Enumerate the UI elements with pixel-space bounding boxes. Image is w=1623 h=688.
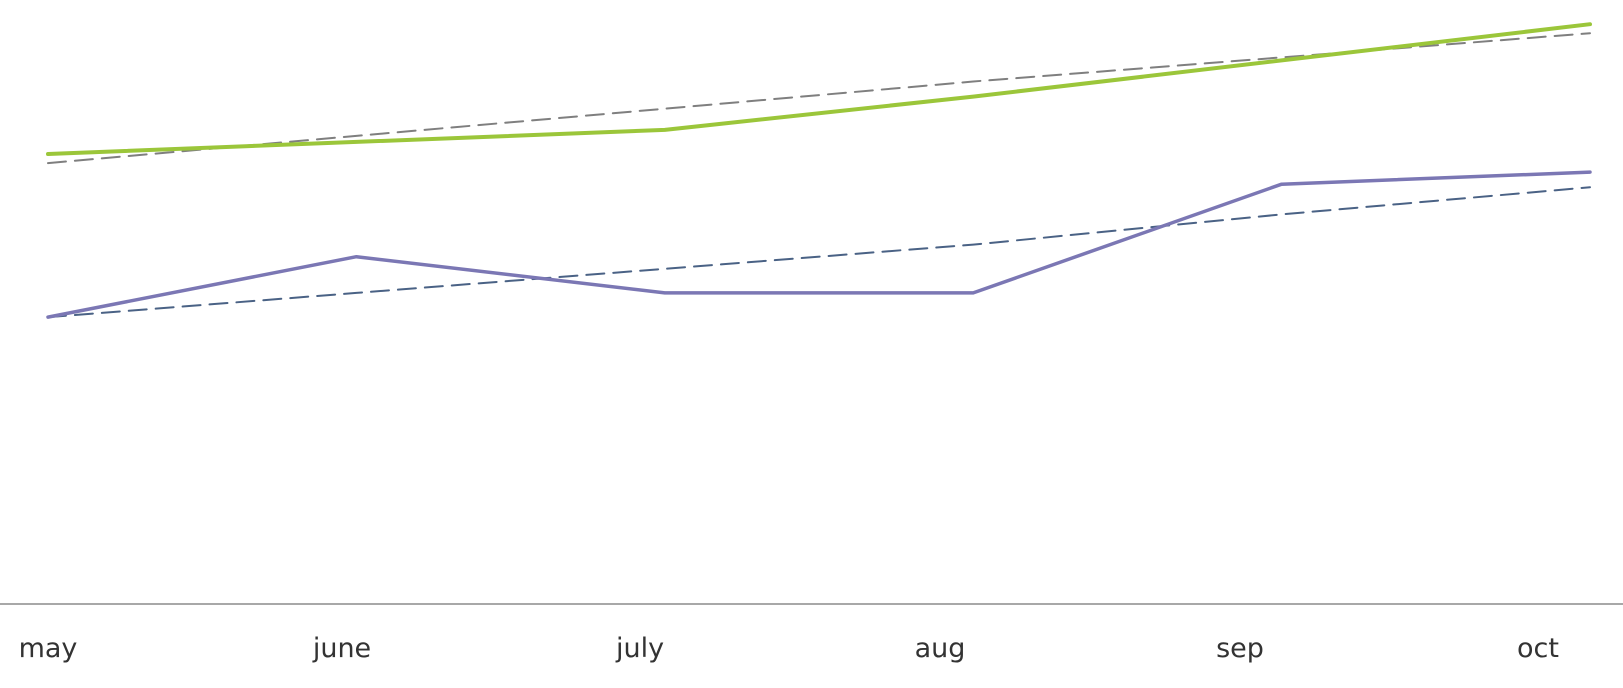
x-tick-label-oct: oct <box>1517 633 1559 664</box>
x-tick-label-sep: sep <box>1216 633 1264 664</box>
x-tick-label-may: may <box>19 633 78 664</box>
series-line-0 <box>46 22 1592 156</box>
x-tick-label-july: july <box>615 633 664 664</box>
x-tick-label-june: june <box>312 633 371 664</box>
trendline-2 <box>47 32 1591 165</box>
x-tick-label-aug: aug <box>915 633 966 664</box>
x-tick-labels: may june july aug sep oct <box>19 633 1559 664</box>
series-layer <box>46 22 1592 319</box>
series-line-1 <box>46 170 1592 319</box>
trendline-3 <box>47 186 1591 319</box>
